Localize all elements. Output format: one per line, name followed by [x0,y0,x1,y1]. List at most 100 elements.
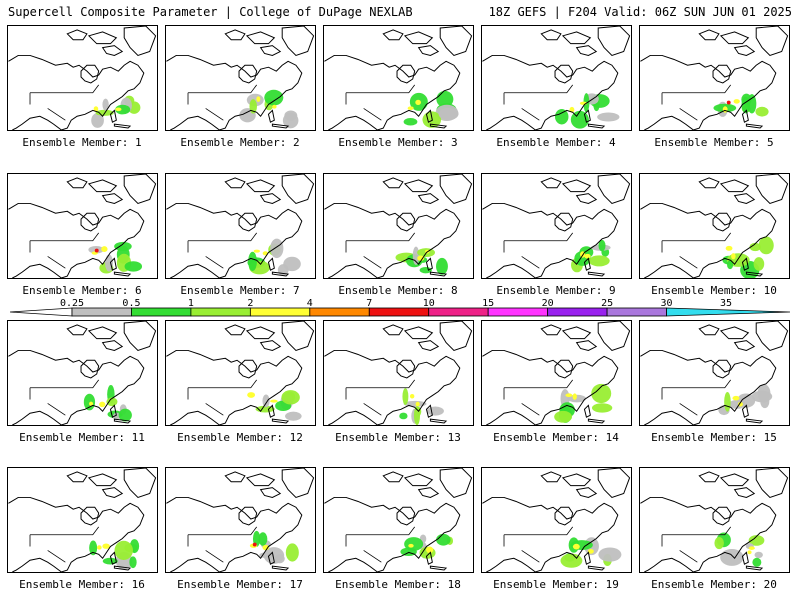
coastline [712,212,732,232]
coastline [403,473,434,487]
scp-contour [749,242,761,252]
coastline [640,496,777,572]
country-border [187,526,258,563]
coastline [733,193,756,204]
country-border [661,526,732,563]
member-map [639,173,790,279]
coastline [123,321,157,351]
scp-contour [256,96,261,102]
coastline [587,271,606,277]
coastline [382,471,404,483]
coastline [80,212,100,232]
coastline [8,202,145,278]
map-canvas [482,468,631,572]
member-label: Ensemble Member: 20 [651,578,777,591]
scp-contour [720,548,744,566]
scp-contour [572,543,580,550]
member-map [323,467,474,573]
coastline [259,340,282,351]
country-border [345,379,416,416]
member-map [481,467,632,573]
coastline [101,45,124,56]
coastline [755,468,789,498]
map-canvas [640,321,789,425]
member-label: Ensemble Member: 16 [19,578,145,591]
coastline [741,551,749,565]
coastline [417,340,440,351]
coastline [439,321,473,351]
coastline [425,404,433,418]
coastline [597,26,631,56]
member-map [7,467,158,573]
scp-contour [124,261,143,272]
coastline [238,212,258,232]
coastline [640,202,777,278]
coastline [733,487,756,498]
coastline [123,174,157,204]
coastline [166,496,303,572]
coastline [238,359,258,379]
country-border [29,379,100,416]
colorbar-segment [131,307,192,317]
member-label: Ensemble Member: 2 [180,136,300,149]
coastline [575,340,598,351]
scp-contour [252,542,257,547]
scp-contour [253,249,260,253]
coastline [80,64,100,84]
map-canvas [166,321,315,425]
coastline [66,471,88,483]
member-map [481,25,632,131]
scp-contour [415,401,420,407]
coastline [425,551,433,565]
coastline [482,349,619,425]
map-canvas [8,26,157,130]
coastline [561,31,592,45]
coastline [741,109,749,123]
scp-contour [754,551,763,559]
scp-contour [83,393,96,411]
coastline [8,496,145,572]
coastline [281,174,315,204]
coastline [439,26,473,56]
member-label: Ensemble Member: 9 [496,284,616,297]
coastline [101,487,124,498]
member-map [165,25,316,131]
member-label: Ensemble Member: 15 [651,431,777,444]
scp-contour [248,251,257,272]
coastline [583,404,591,418]
coastline [396,64,416,84]
coastline [755,174,789,204]
coastline [583,551,591,565]
coastline [224,177,246,189]
coastline [113,565,132,571]
coastline [245,473,276,487]
scp-contour [598,239,606,252]
scp-contour [436,257,448,275]
country-border [661,232,732,269]
coastline [166,54,303,130]
coastline [482,202,619,278]
colorbar-segment [309,307,370,317]
coastline [166,202,303,278]
member-label: Ensemble Member: 13 [335,431,461,444]
colorbar-label: 35 [720,298,732,309]
scp-contour [402,388,409,405]
member-label: Ensemble Member: 5 [654,136,774,149]
scp-contour [722,106,728,113]
coastline [8,349,145,425]
map-canvas [166,174,315,278]
coastline [87,31,118,45]
colorbar-label: 0.25 [60,298,84,309]
coastline [396,212,416,232]
map-canvas [640,174,789,278]
coastline [271,418,290,424]
colorbar-label: 30 [661,298,673,309]
scp-contour [274,554,285,564]
scp-contour [758,236,774,255]
coastline [587,565,606,571]
coastline [482,496,619,572]
chart-title: Supercell Composite Parameter | College … [8,5,413,19]
coastline [745,271,764,277]
scp-contour [438,107,459,121]
colorbar-segment [190,307,251,317]
